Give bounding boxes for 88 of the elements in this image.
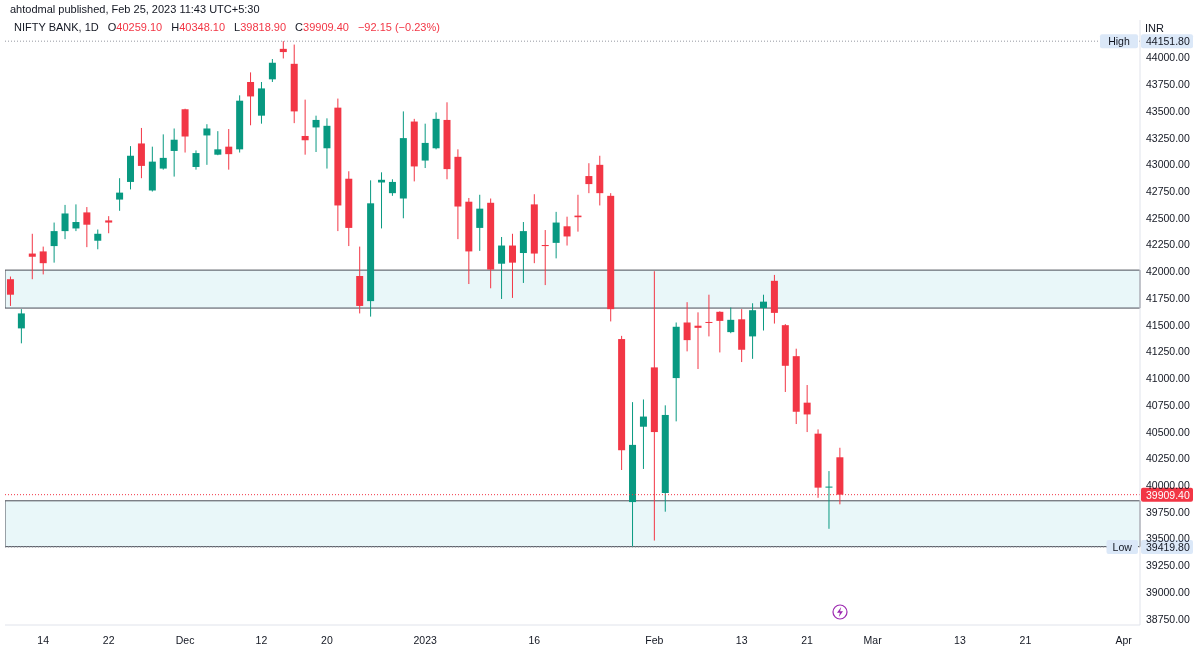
candlestick — [214, 130, 222, 156]
y-tick-label: 42250.00 — [1146, 238, 1190, 251]
candlestick — [6, 276, 14, 307]
candlestick — [803, 384, 811, 433]
x-tick-label: Feb — [645, 634, 664, 646]
candlestick — [508, 233, 516, 299]
candlestick — [759, 294, 767, 332]
y-tick-label: 39500.00 — [1146, 532, 1190, 545]
y-tick-label: 43250.00 — [1146, 131, 1190, 144]
annotation: H40348.10 — [171, 21, 226, 33]
candlestick — [825, 470, 833, 530]
y-tick-label: 41750.00 — [1146, 291, 1190, 304]
y-tick-label: 38750.00 — [1146, 612, 1190, 625]
y-tick-label: 43000.00 — [1146, 158, 1190, 171]
candlestick — [159, 133, 167, 171]
annotation: −92.15 (−0.23%) — [357, 21, 440, 33]
candlestick — [716, 310, 724, 353]
y-tick-label: 43750.00 — [1146, 78, 1190, 91]
candlestick — [83, 206, 91, 248]
y-tick-label: 39000.00 — [1146, 585, 1190, 598]
annotation: O40259.10 — [107, 21, 163, 33]
candlestick — [421, 123, 429, 169]
y-tick-label: 40250.00 — [1146, 452, 1190, 465]
candlestick — [116, 177, 124, 212]
candlestick — [94, 229, 102, 250]
y-tick-label: 39909.40 — [1146, 488, 1190, 501]
candlestick — [541, 229, 549, 286]
y-tick-label: 43500.00 — [1146, 104, 1190, 117]
candlestick — [247, 71, 255, 126]
candlestick — [268, 58, 276, 83]
x-tick-label: Apr — [1115, 634, 1133, 646]
candlestick — [61, 204, 69, 240]
candlestick — [192, 149, 200, 171]
candlestick — [563, 216, 571, 247]
x-tick-label: 21 — [801, 634, 814, 646]
ref-line-label: High — [1108, 35, 1130, 48]
y-tick-label: 41000.00 — [1146, 372, 1190, 385]
x-tick-label: 21 — [1019, 634, 1032, 646]
candlestick — [170, 127, 178, 178]
y-tick-label: 40500.00 — [1146, 425, 1190, 438]
candlestick — [683, 301, 691, 352]
y-tick-label: 44000.00 — [1146, 51, 1190, 64]
candlestick — [225, 128, 233, 171]
candlestick — [519, 221, 527, 284]
candlestick — [203, 123, 211, 166]
annotation: C39909.40 — [295, 21, 349, 33]
y-tick-label: 40000.00 — [1146, 478, 1190, 491]
candlestick — [727, 307, 735, 334]
candlestick — [28, 233, 36, 280]
y-tick-label: 42500.00 — [1146, 211, 1190, 224]
candlestick — [498, 236, 506, 300]
y-tick-label: 40750.00 — [1146, 398, 1190, 411]
x-tick-label: 16 — [528, 634, 541, 646]
chart-title: NIFTY BANK, 1D — [14, 21, 99, 33]
candlestick — [301, 99, 309, 156]
x-tick-label: 22 — [102, 634, 115, 646]
candlestick — [639, 398, 647, 470]
candlestick — [705, 294, 713, 337]
x-tick-label: Dec — [175, 634, 195, 646]
candlestick — [552, 211, 560, 259]
y-tick-label: 39750.00 — [1146, 505, 1190, 518]
y-tick-label: 44151.80 — [1146, 35, 1190, 48]
candlestick — [39, 246, 47, 275]
y-tick-label: 39250.00 — [1146, 559, 1190, 572]
candlestick — [585, 162, 593, 194]
candlestick — [323, 117, 331, 170]
candlestick — [312, 115, 320, 153]
candlestick — [17, 308, 25, 344]
y-axis-title: INR — [1145, 22, 1164, 34]
chart-subtitle: ahtodmal published, Feb 25, 2023 11:43 UTC+5:30 — [10, 3, 260, 15]
candlestick — [137, 127, 145, 179]
annotation: L39818.90 — [234, 21, 287, 33]
x-tick-label: Mar — [863, 634, 883, 646]
x-tick-label: 12 — [255, 634, 268, 646]
candlestick — [694, 311, 702, 370]
y-tick-label: 41500.00 — [1146, 318, 1190, 331]
y-tick-label: 42750.00 — [1146, 185, 1190, 198]
x-tick-label: 2023 — [413, 634, 438, 646]
x-tick-label: 13 — [954, 634, 966, 646]
ref-line-label: Low — [1112, 540, 1133, 553]
candlestick — [50, 222, 58, 264]
y-tick-label: 42000.00 — [1146, 265, 1190, 278]
x-tick-label: 14 — [37, 634, 50, 646]
x-tick-label: 13 — [735, 634, 748, 646]
candlestick — [476, 194, 484, 252]
y-tick-label: 41250.00 — [1146, 345, 1190, 358]
x-tick-label: 20 — [321, 634, 333, 646]
candlestick — [72, 203, 80, 232]
